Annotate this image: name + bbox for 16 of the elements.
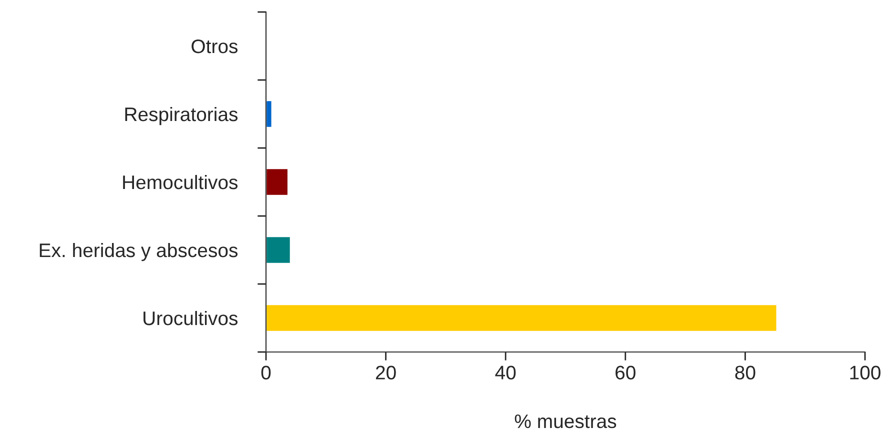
y-tick-label: Ex. heridas y abscesos (40, 242, 238, 262)
bar (266, 304, 778, 332)
y-tick-label: Urocultivos (144, 310, 238, 326)
x-tick-label: 20 (376, 366, 396, 380)
x-tick-label: 80 (735, 366, 756, 380)
bar (266, 100, 273, 128)
x-tick-label: 0 (261, 366, 271, 380)
bar (266, 168, 289, 196)
bar (266, 236, 292, 264)
x-axis-title: % muestras (514, 414, 616, 428)
y-tick-label: Respiratorias (125, 106, 238, 126)
x-tick-label: 100 (850, 366, 880, 380)
y-tick-label: Hemocultivos (123, 174, 238, 190)
x-tick-label: 40 (495, 366, 516, 380)
y-tick-label: Otros (192, 39, 238, 54)
x-tick-label: 60 (616, 366, 636, 380)
